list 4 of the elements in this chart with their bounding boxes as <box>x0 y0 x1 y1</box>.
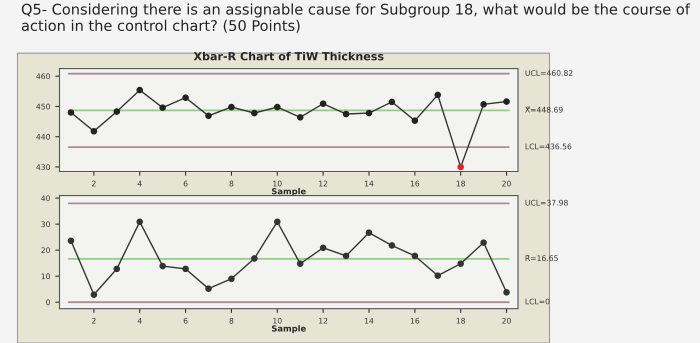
chart-title: Xbar-R Chart of TiW Thickness <box>194 52 384 60</box>
text: Q5- Considering there is an assignable cause for Subgroup 18, what would be the course of action in the control chart? (50 Points) <box>22 3 690 33</box>
x-axis-title: Sample <box>272 188 306 196</box>
x-axis-title: Sample <box>272 325 306 334</box>
